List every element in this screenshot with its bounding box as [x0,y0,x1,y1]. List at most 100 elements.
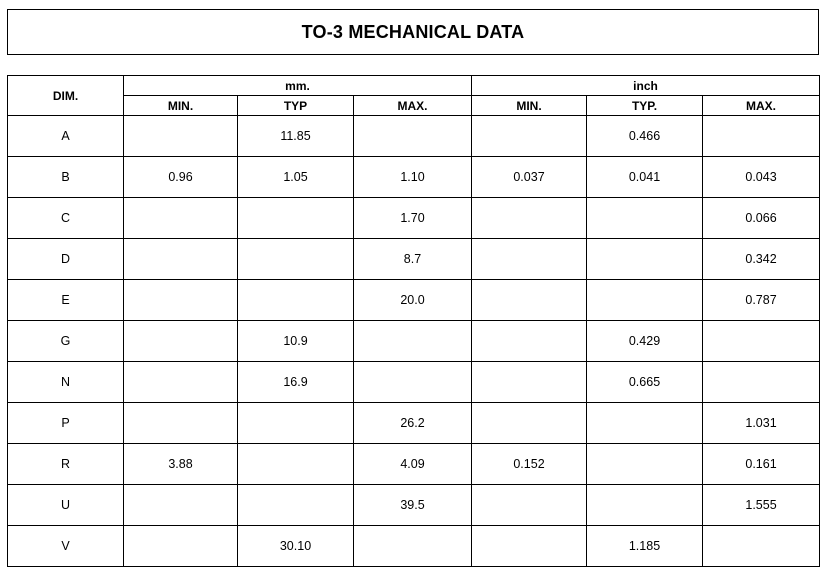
inch-max-cell: 0.342 [701,238,821,280]
inch-max-cell [701,115,821,157]
mm-typ-cell: 30.10 [237,525,354,567]
inch-typ-cell: 0.665 [586,361,703,403]
dim-cell: V [7,525,124,567]
inch-max-cell: 0.161 [701,443,821,485]
dim-cell: G [7,320,124,362]
dim-cell: A [7,115,124,157]
mm-typ-cell: 1.05 [237,156,354,198]
header-inch-min: MIN. [471,95,587,116]
mm-typ-cell [237,402,354,444]
dim-cell: C [7,197,124,239]
table-row: B 0.96 1.05 1.10 0.037 0.041 0.043 [7,156,821,198]
header-inch-typ: TYP. [586,95,703,116]
inch-max-cell: 1.555 [701,484,821,526]
mm-min-cell: 3.88 [123,443,238,485]
mm-max-cell [353,361,472,403]
table-body: A 11.85 0.466 B 0.96 1.05 1.10 0.037 0.041 0.043 C… [7,115,821,567]
inch-typ-cell [586,484,703,526]
header-mm-min: MIN. [123,95,238,116]
mm-min-cell [123,115,238,157]
table-row: N 16.9 0.665 [7,361,821,403]
inch-typ-cell [586,279,703,321]
mm-max-cell: 8.7 [353,238,472,280]
mm-min-cell [123,525,238,567]
header-mm-typ: TYP [237,95,354,116]
document-title: TO-3 MECHANICAL DATA [7,9,819,55]
mm-typ-cell [237,443,354,485]
header-mm-max: MAX. [353,95,472,116]
header-mm: mm. [123,75,472,96]
dim-cell: B [7,156,124,198]
inch-min-cell: 0.037 [471,156,587,198]
mm-max-cell: 39.5 [353,484,472,526]
inch-min-cell [471,525,587,567]
dim-cell: U [7,484,124,526]
mm-max-cell: 4.09 [353,443,472,485]
inch-max-cell: 1.031 [701,402,821,444]
table-row: U 39.5 1.555 [7,484,821,526]
inch-max-cell [701,361,821,403]
inch-min-cell: 0.152 [471,443,587,485]
table-row: V 30.10 1.185 [7,525,821,567]
mm-max-cell: 1.10 [353,156,472,198]
mm-min-cell [123,197,238,239]
inch-max-cell [701,320,821,362]
inch-min-cell [471,115,587,157]
header-inch-max: MAX. [701,95,821,116]
inch-typ-cell: 0.041 [586,156,703,198]
inch-typ-cell: 0.429 [586,320,703,362]
inch-max-cell: 0.066 [701,197,821,239]
header-dim: DIM. [7,75,124,116]
mm-typ-cell: 10.9 [237,320,354,362]
mm-max-cell [353,115,472,157]
dim-cell: R [7,443,124,485]
inch-typ-cell [586,197,703,239]
mm-min-cell: 0.96 [123,156,238,198]
header-inch: inch [470,75,821,96]
mm-typ-cell [237,484,354,526]
inch-min-cell [471,279,587,321]
dim-cell: N [7,361,124,403]
inch-typ-cell: 0.466 [586,115,703,157]
inch-typ-cell [586,402,703,444]
mm-max-cell: 26.2 [353,402,472,444]
mm-max-cell [353,320,472,362]
mm-min-cell [123,402,238,444]
mm-typ-cell: 16.9 [237,361,354,403]
mm-max-cell: 20.0 [353,279,472,321]
inch-min-cell [471,320,587,362]
inch-min-cell [471,197,587,239]
inch-min-cell [471,361,587,403]
table-row: E 20.0 0.787 [7,279,821,321]
mm-max-cell [353,525,472,567]
mm-min-cell [123,361,238,403]
mm-min-cell [123,320,238,362]
mm-max-cell: 1.70 [353,197,472,239]
inch-max-cell [701,525,821,567]
mm-typ-cell: 11.85 [237,115,354,157]
table-row: G 10.9 0.429 [7,320,821,362]
mm-min-cell [123,279,238,321]
mm-min-cell [123,238,238,280]
inch-typ-cell [586,443,703,485]
inch-max-cell: 0.787 [701,279,821,321]
dim-cell: E [7,279,124,321]
inch-min-cell [471,484,587,526]
inch-min-cell [471,238,587,280]
table-row: D 8.7 0.342 [7,238,821,280]
dim-cell: D [7,238,124,280]
mechanical-data-table: DIM. mm. inch MIN. TYP MAX. MIN. TYP. MA… [7,75,821,567]
table-row: A 11.85 0.466 [7,115,821,157]
mm-typ-cell [237,279,354,321]
dim-cell: P [7,402,124,444]
mm-typ-cell [237,197,354,239]
inch-max-cell: 0.043 [701,156,821,198]
table-row: C 1.70 0.066 [7,197,821,239]
inch-min-cell [471,402,587,444]
mm-min-cell [123,484,238,526]
mm-typ-cell [237,238,354,280]
inch-typ-cell [586,238,703,280]
inch-typ-cell: 1.185 [586,525,703,567]
table-row: P 26.2 1.031 [7,402,821,444]
table-row: R 3.88 4.09 0.152 0.161 [7,443,821,485]
